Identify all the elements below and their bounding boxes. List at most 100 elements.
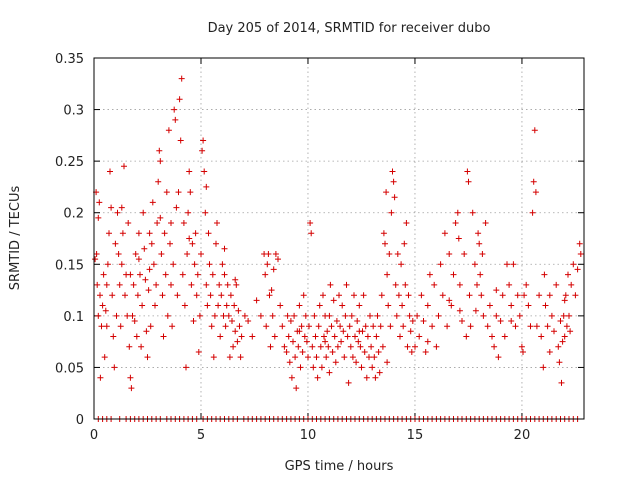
data-point bbox=[520, 349, 526, 355]
data-point bbox=[551, 328, 557, 335]
data-point bbox=[245, 318, 252, 324]
data-point bbox=[201, 168, 208, 175]
y-tick-label: 0.05 bbox=[55, 361, 84, 376]
data-point bbox=[521, 292, 528, 299]
data-point bbox=[183, 364, 189, 371]
data-point bbox=[146, 266, 153, 273]
data-point bbox=[474, 281, 480, 288]
data-point bbox=[452, 220, 459, 226]
data-point bbox=[285, 333, 292, 340]
data-point bbox=[504, 261, 510, 268]
data-point bbox=[499, 292, 506, 299]
data-point bbox=[407, 328, 414, 335]
data-point bbox=[431, 281, 438, 288]
data-point bbox=[103, 323, 110, 330]
data-point bbox=[399, 302, 406, 309]
x-axis-label: GPS time / hours bbox=[285, 459, 394, 474]
data-point bbox=[96, 199, 103, 206]
data-point bbox=[329, 349, 336, 355]
data-point bbox=[312, 333, 319, 340]
data-point bbox=[332, 359, 339, 366]
data-point bbox=[270, 266, 277, 273]
data-point bbox=[303, 338, 310, 345]
data-point bbox=[491, 343, 498, 350]
data-point bbox=[345, 379, 352, 386]
data-point bbox=[566, 312, 572, 319]
data-point bbox=[170, 261, 177, 268]
data-point bbox=[298, 323, 305, 330]
data-point bbox=[124, 312, 131, 319]
data-point bbox=[424, 302, 431, 309]
data-point bbox=[360, 292, 367, 299]
data-point bbox=[489, 333, 495, 340]
data-point bbox=[109, 292, 116, 299]
data-point bbox=[378, 292, 385, 299]
data-point bbox=[354, 318, 361, 324]
data-point bbox=[129, 312, 136, 319]
data-point bbox=[563, 323, 570, 330]
data-point bbox=[297, 364, 304, 371]
data-point bbox=[531, 127, 538, 134]
data-point bbox=[288, 374, 295, 381]
data-point bbox=[527, 323, 534, 330]
data-point bbox=[342, 312, 349, 319]
data-point bbox=[363, 374, 370, 381]
data-point bbox=[577, 251, 584, 257]
data-point bbox=[548, 312, 555, 319]
data-point bbox=[219, 261, 226, 268]
data-point bbox=[194, 271, 201, 278]
data-point bbox=[337, 323, 344, 330]
data-point bbox=[162, 271, 169, 278]
data-point bbox=[127, 271, 134, 278]
data-point bbox=[471, 261, 478, 268]
data-point bbox=[116, 281, 123, 288]
data-point bbox=[308, 230, 315, 237]
data-point bbox=[168, 220, 174, 226]
data-point bbox=[296, 302, 303, 309]
data-point bbox=[224, 281, 231, 288]
data-point bbox=[119, 230, 126, 237]
data-point bbox=[180, 220, 187, 226]
data-point bbox=[366, 354, 372, 361]
data-point bbox=[135, 230, 142, 237]
data-point bbox=[408, 349, 415, 355]
data-point bbox=[118, 261, 125, 268]
data-point bbox=[557, 318, 564, 324]
data-point bbox=[493, 287, 500, 294]
data-point bbox=[482, 220, 489, 226]
data-point bbox=[364, 333, 371, 340]
data-point bbox=[131, 318, 138, 324]
data-point bbox=[352, 333, 358, 340]
data-point bbox=[286, 359, 293, 366]
data-point bbox=[207, 292, 214, 299]
data-point bbox=[559, 338, 566, 345]
data-point bbox=[374, 312, 381, 319]
data-point bbox=[339, 302, 346, 309]
data-point bbox=[467, 323, 474, 330]
data-point bbox=[336, 292, 342, 299]
data-point bbox=[100, 271, 107, 278]
data-point bbox=[316, 302, 323, 309]
data-point bbox=[512, 323, 519, 330]
data-point bbox=[223, 302, 230, 309]
data-point bbox=[422, 349, 429, 355]
data-point bbox=[302, 312, 309, 319]
data-point bbox=[306, 323, 312, 330]
data-point bbox=[383, 189, 390, 196]
data-point bbox=[133, 333, 140, 340]
data-point bbox=[102, 307, 109, 314]
data-point bbox=[191, 261, 198, 268]
data-point bbox=[508, 302, 515, 309]
data-point bbox=[204, 302, 211, 309]
data-point bbox=[348, 312, 355, 319]
data-point bbox=[145, 287, 152, 294]
data-point bbox=[358, 364, 365, 371]
data-point bbox=[215, 302, 222, 309]
data-point bbox=[233, 281, 240, 288]
data-point bbox=[429, 323, 436, 330]
data-point bbox=[576, 240, 583, 247]
data-point bbox=[98, 323, 105, 330]
data-point bbox=[199, 147, 206, 154]
data-point bbox=[163, 189, 170, 196]
x-tick-label: 5 bbox=[197, 428, 205, 443]
